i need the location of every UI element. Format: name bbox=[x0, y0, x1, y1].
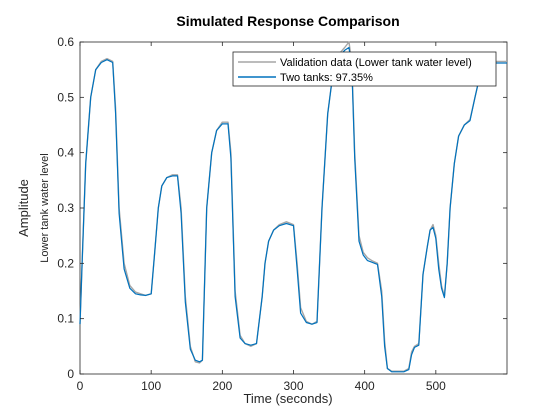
chart-title: Simulated Response Comparison bbox=[176, 13, 399, 29]
y-axis-label: Amplitude bbox=[16, 179, 31, 237]
x-tick-label: 0 bbox=[77, 379, 84, 393]
x-axis-label: Time (seconds) bbox=[243, 391, 332, 406]
y-tick-label: 0.1 bbox=[57, 312, 74, 326]
y-tick-label: 0.4 bbox=[57, 146, 74, 160]
y-tick-label: 0.3 bbox=[57, 201, 74, 215]
x-tick-label: 500 bbox=[426, 379, 446, 393]
plot-area bbox=[79, 41, 508, 375]
x-tick-label: 300 bbox=[283, 379, 303, 393]
x-axis-ticks: 0 100 200 300 400 500 bbox=[77, 42, 446, 393]
legend-label-validation: Validation data (Lower tank water level) bbox=[280, 57, 472, 69]
series-line-two-tanks bbox=[79, 46, 507, 373]
legend[interactable]: Validation data (Lower tank water level)… bbox=[232, 51, 497, 87]
y-axis-ticks: 0 0.1 0.2 0.3 0.4 0.5 0.6 bbox=[57, 35, 507, 381]
x-tick-label: 400 bbox=[355, 379, 375, 393]
y-tick-label: 0 bbox=[67, 367, 74, 381]
x-tick-label: 100 bbox=[141, 379, 161, 393]
x-tick-label: 200 bbox=[212, 379, 232, 393]
series-layer bbox=[79, 41, 507, 373]
axes-box bbox=[79, 41, 508, 375]
y-tick-label: 0.2 bbox=[57, 256, 74, 270]
y-axis-secondary-label: Lower tank water level bbox=[39, 153, 51, 262]
y-tick-label: 0.5 bbox=[57, 90, 74, 104]
legend-box bbox=[232, 51, 497, 87]
y-tick-label: 0.6 bbox=[57, 35, 74, 49]
legend-label-two-tanks: Two tanks: 97.35% bbox=[280, 72, 373, 84]
